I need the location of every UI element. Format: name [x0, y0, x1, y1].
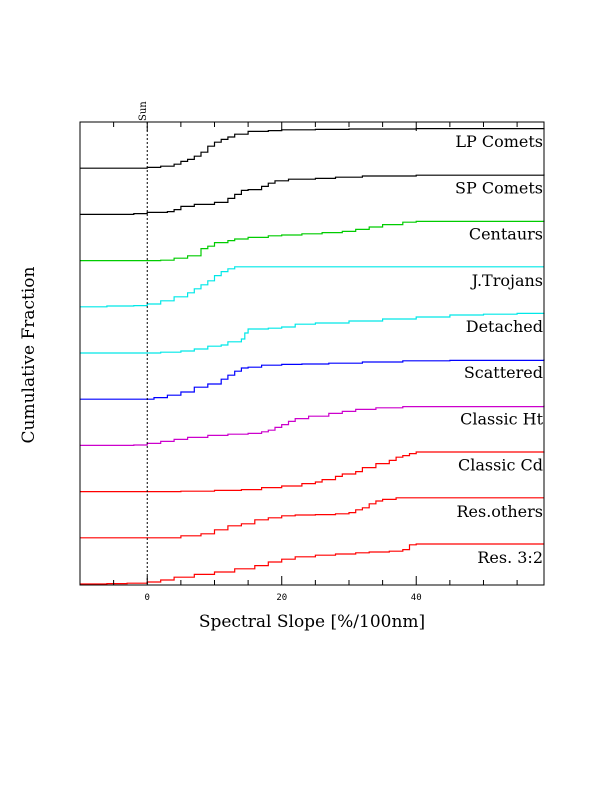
series-label-3: J.Trojans [470, 271, 543, 290]
x-tick-label: 0 [145, 593, 150, 603]
series-curve-8 [80, 497, 544, 539]
series-label-0: LP Comets [455, 132, 543, 151]
series-curve-7 [80, 451, 545, 493]
series-curve-5 [80, 359, 545, 400]
series-label-7: Classic Cd [458, 456, 543, 475]
x-tick-label: 40 [411, 593, 422, 603]
series-curve-0 [80, 128, 545, 169]
y-axis-label: Cumulative Fraction [19, 266, 39, 443]
series-label-2: Centaurs [469, 225, 543, 244]
series-curve-9 [80, 543, 544, 585]
x-axis-label: Spectral Slope [%/100nm] [199, 612, 425, 632]
series-curve-1 [80, 174, 545, 215]
label-layer: LP Comets SP Comets Centaurs J.Trojans Detac… [455, 132, 544, 567]
plot-frame [79, 121, 545, 586]
series-label-5: Scattered [464, 363, 543, 382]
series-label-6: Classic Ht [460, 409, 543, 428]
series-label-4: Detached [466, 317, 543, 336]
series-curve-2 [80, 220, 545, 262]
series-label-9: Res. 3:2 [477, 548, 543, 567]
series-layer [80, 128, 545, 585]
sun-label: Sun [138, 101, 149, 121]
series-label-8: Res.others [456, 502, 543, 521]
series-curve-3 [80, 266, 544, 308]
x-tick-label: 20 [276, 593, 287, 603]
series-curve-4 [80, 312, 545, 354]
series-curve-6 [80, 405, 545, 446]
series-label-1: SP Comets [455, 178, 543, 197]
